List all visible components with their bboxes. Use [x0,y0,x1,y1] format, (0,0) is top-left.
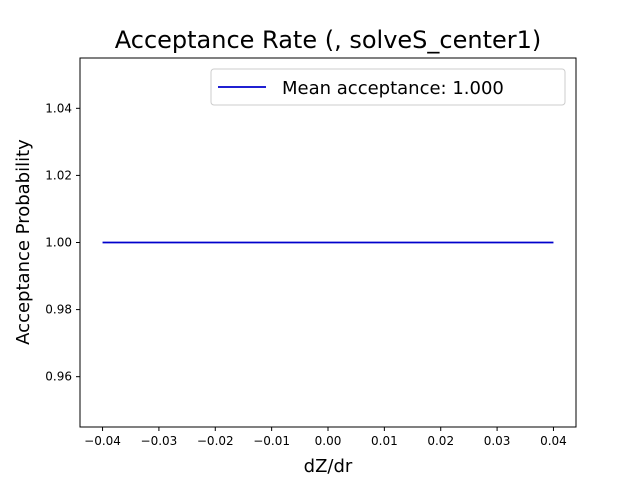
legend-entry-label: Mean acceptance: 1.000 [282,78,504,99]
x-tick-label: 0.02 [427,434,454,448]
y-axis-ticks: 0.96 0.98 1.00 1.02 1.04 [45,101,80,384]
y-tick-label: 1.00 [45,236,72,250]
x-tick-label: −0.03 [141,434,178,448]
x-axis-ticks: −0.04 −0.03 −0.02 −0.01 0.00 0.01 0.02 0.03 0.04 [84,427,567,448]
x-axis-label: dZ/dr [304,456,353,477]
x-tick-label: −0.01 [253,434,290,448]
chart-title: Acceptance Rate (, solveS_center1) [115,26,542,54]
legend-box [210,68,566,106]
y-tick-label: 1.02 [45,168,72,182]
y-tick-label: 1.04 [45,101,72,115]
y-tick-label: 0.98 [45,303,72,317]
legend: Mean acceptance: 1.000 [210,68,566,106]
x-tick-label: −0.04 [84,434,121,448]
x-tick-label: 0.00 [315,434,342,448]
x-tick-label: 0.03 [484,434,511,448]
y-tick-label: 0.96 [45,370,72,384]
y-axis-label: Acceptance Probability [13,139,34,345]
x-tick-label: 0.04 [540,434,567,448]
x-tick-label: 0.01 [371,434,398,448]
x-tick-label: −0.02 [197,434,234,448]
